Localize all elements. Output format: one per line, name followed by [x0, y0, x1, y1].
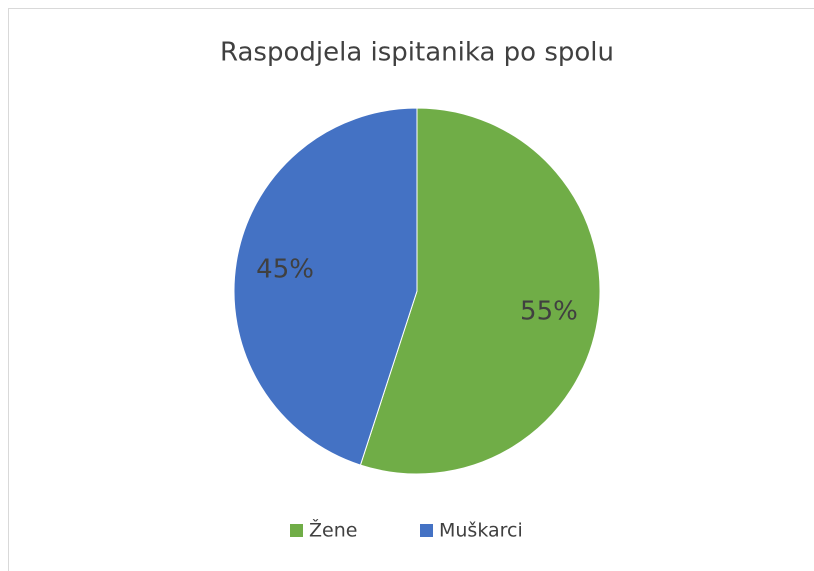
legend-swatch [290, 524, 303, 537]
legend-label: Muškarci [439, 520, 523, 542]
pie-slice [359, 107, 601, 475]
data-label: 55% [520, 296, 578, 326]
legend-label: Žene [309, 519, 357, 542]
pie-slice [233, 107, 418, 466]
chart-title: Raspodjela ispitanika po spolu [220, 38, 614, 68]
legend-swatch [420, 524, 433, 537]
data-label: 45% [256, 255, 314, 285]
